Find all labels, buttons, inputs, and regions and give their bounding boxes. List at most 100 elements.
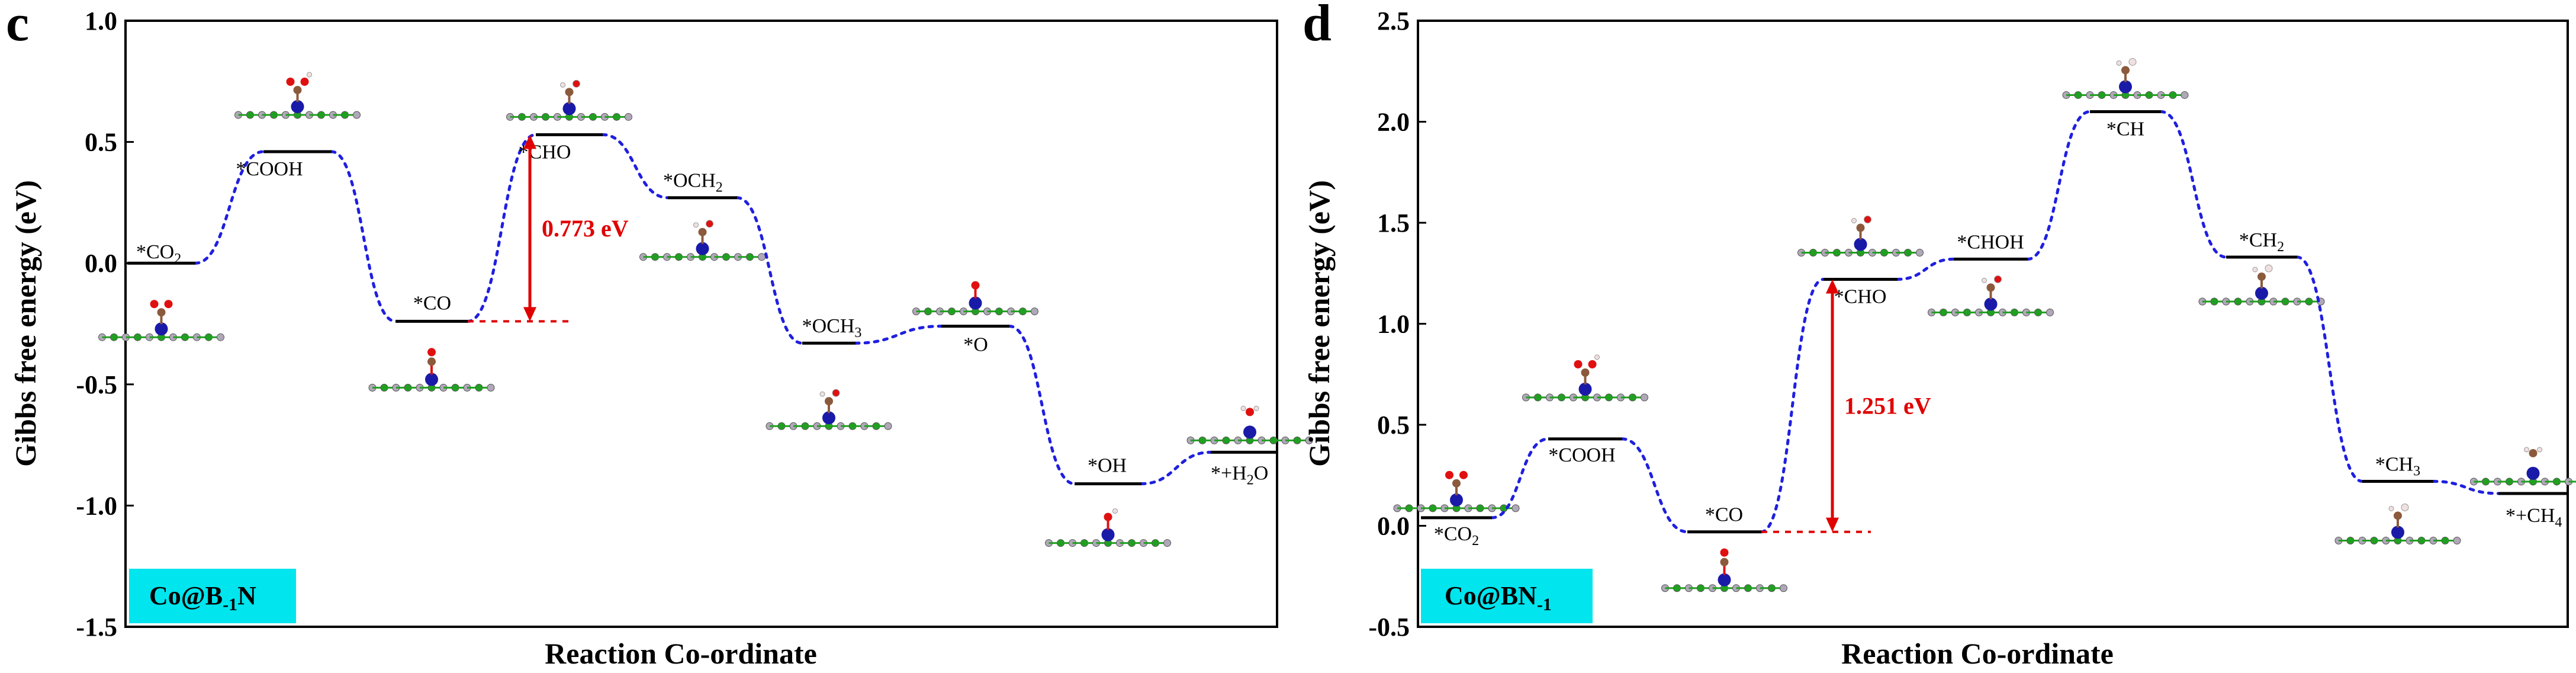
substrate-sheet <box>1186 436 1313 444</box>
connector-OCH3-O <box>854 325 943 345</box>
connector-CHOH-CH <box>2026 110 2092 261</box>
y-tick-label-d-5: 0.0 <box>1377 512 1410 541</box>
connector-CO2-COOH <box>1490 437 1550 520</box>
x-axis-title-d: Reaction Co-ordinate <box>1841 637 2114 670</box>
cobalt-atom <box>969 296 982 310</box>
cobalt-atom <box>1243 425 1256 439</box>
panel-letter-c: c <box>6 0 29 52</box>
state-label-O: *O <box>963 334 988 356</box>
adsorbate <box>150 300 173 325</box>
cobalt-atom <box>1450 493 1463 507</box>
state-label-CH3: *CH3 <box>2375 453 2420 479</box>
y-tick-label-d-3: 1.0 <box>1377 310 1410 339</box>
y-tick-label-d-4: 0.5 <box>1377 411 1410 440</box>
connector-COOH-CO <box>330 150 397 323</box>
catalyst-label-text-c: Co@B-1N <box>149 581 256 614</box>
y-tick-label-c-4: -1.0 <box>76 491 117 520</box>
structure-OCH2 <box>639 220 766 261</box>
substrate-sheet <box>766 422 892 430</box>
state-label-OCH2: *OCH2 <box>663 170 723 196</box>
substrate-sheet <box>639 253 766 261</box>
structure-CH4 <box>2470 447 2576 486</box>
y-axis-title-c: Gibbs free energy (eV) <box>9 180 42 467</box>
adsorbate <box>1982 275 2002 300</box>
connector-lines-c <box>194 133 1213 486</box>
catalyst-label-c: Co@B-1N <box>129 569 296 623</box>
connector-CH2-CH3 <box>2295 255 2364 483</box>
energy-levels-d: *CO2 *COOH *CO *CHO *CHOH *CH *CH2 *CH3 *+CH4 <box>1421 110 2568 549</box>
panel-letter-d: d <box>1303 0 1332 52</box>
substrate-sheet <box>1045 539 1171 547</box>
structure-CH2 <box>2198 264 2325 306</box>
y-tick-label-d-1: 2.0 <box>1377 108 1410 137</box>
structure-CH3 <box>2334 503 2461 544</box>
cobalt-atom <box>2391 525 2404 539</box>
connector-CO-CHO <box>466 133 538 323</box>
y-axis-ticks-d: 2.5 2.0 1.5 1.0 0.5 0.0 -0.5 <box>1368 7 1426 642</box>
state-label-CH4: *+CH4 <box>2506 505 2562 530</box>
y-tick-label-d-0: 2.5 <box>1377 7 1410 36</box>
adsorbate <box>1720 548 1729 575</box>
adsorbate <box>427 348 436 375</box>
cobalt-atom <box>1984 297 1998 311</box>
state-label-CH: *CH <box>2107 118 2144 140</box>
state-label-COOH: *COOH <box>236 158 303 180</box>
substrate-sheet <box>2470 477 2576 486</box>
barrier-arrowhead-top <box>523 134 536 149</box>
barrier-annotation-d: 1.251 eV <box>1761 279 1931 533</box>
adsorbate <box>1240 405 1259 416</box>
connector-OH-H2O <box>1140 450 1213 486</box>
adsorbate <box>2252 264 2273 289</box>
cobalt-atom <box>696 242 709 255</box>
connector-CHO-OCH2 <box>601 133 670 200</box>
adsorbate-structures-d <box>1393 57 2576 592</box>
structure-CHO <box>506 79 632 121</box>
cobalt-atom <box>1101 528 1115 541</box>
structure-CHO <box>1797 215 1924 257</box>
structure-CH <box>2062 57 2189 99</box>
structure-O <box>912 281 1038 316</box>
energy-levels-c: *CO2*COOH*CO*CHO*OCH2*OCH3*O*OH *+H2O <box>127 133 1277 488</box>
substrate-sheet <box>98 333 224 341</box>
substrate-sheet <box>1661 584 1787 592</box>
plot-frame-c <box>124 20 1278 628</box>
adsorbate-structures-c <box>98 72 1313 547</box>
substrate-sheet <box>2334 536 2461 544</box>
catalyst-label-text-d: Co@BN-1 <box>1445 581 1552 614</box>
connector-CH-CH2 <box>2159 110 2228 259</box>
state-label-CHO: *CHO <box>1834 286 1887 307</box>
structure-CO <box>368 348 495 392</box>
y-tick-label-c-1: 0.5 <box>85 128 117 157</box>
panel-c-reaction-energy-diagram: c 1.00.50.0-0.5-1.0-1.5 *CO2*COOH*CO*CHO… <box>6 0 1313 670</box>
barrier-arrowhead-bottom <box>523 307 536 322</box>
connector-CHO-CHOH <box>1896 257 1956 281</box>
structure-COOH <box>234 72 361 119</box>
adsorbate <box>971 281 980 299</box>
state-label-OH: *OH <box>1088 455 1127 477</box>
structure-CO2 <box>1393 470 1520 512</box>
cobalt-atom <box>2119 80 2132 94</box>
adsorbate <box>1445 470 1468 495</box>
cobalt-atom <box>2526 466 2540 480</box>
barrier-arrowhead-bottom <box>1826 517 1839 532</box>
adsorbate <box>1851 215 1871 240</box>
y-axis-title-d: Gibbs free energy (eV) <box>1303 180 1336 467</box>
catalyst-label-box-c <box>129 569 296 623</box>
barrier-annotation-c: 0.773 eV <box>468 134 629 323</box>
y-tick-label-d-6: -0.5 <box>1368 613 1410 642</box>
substrate-sheet <box>2062 91 2189 99</box>
adsorbate <box>1574 354 1600 384</box>
cobalt-atom <box>2255 286 2268 300</box>
barrier-value-label: 1.251 eV <box>1844 393 1931 419</box>
connector-O-OH <box>1008 325 1076 486</box>
state-label-CH2: *CH2 <box>2239 229 2284 255</box>
connector-lines-d <box>1490 110 2500 534</box>
adsorbate <box>1104 508 1118 530</box>
state-label-CHOH: *CHOH <box>1957 231 2024 253</box>
barrier-value-label: 0.773 eV <box>542 215 629 242</box>
panel-d-reaction-energy-diagram: d 2.5 2.0 1.5 1.0 0.5 0.0 -0.5 *CO2 *COOH *CO *CH… <box>1303 0 2576 670</box>
barrier-arrowhead-top <box>1826 279 1839 294</box>
y-tick-label-c-0: 1.0 <box>85 7 117 36</box>
cobalt-atom <box>291 100 304 113</box>
